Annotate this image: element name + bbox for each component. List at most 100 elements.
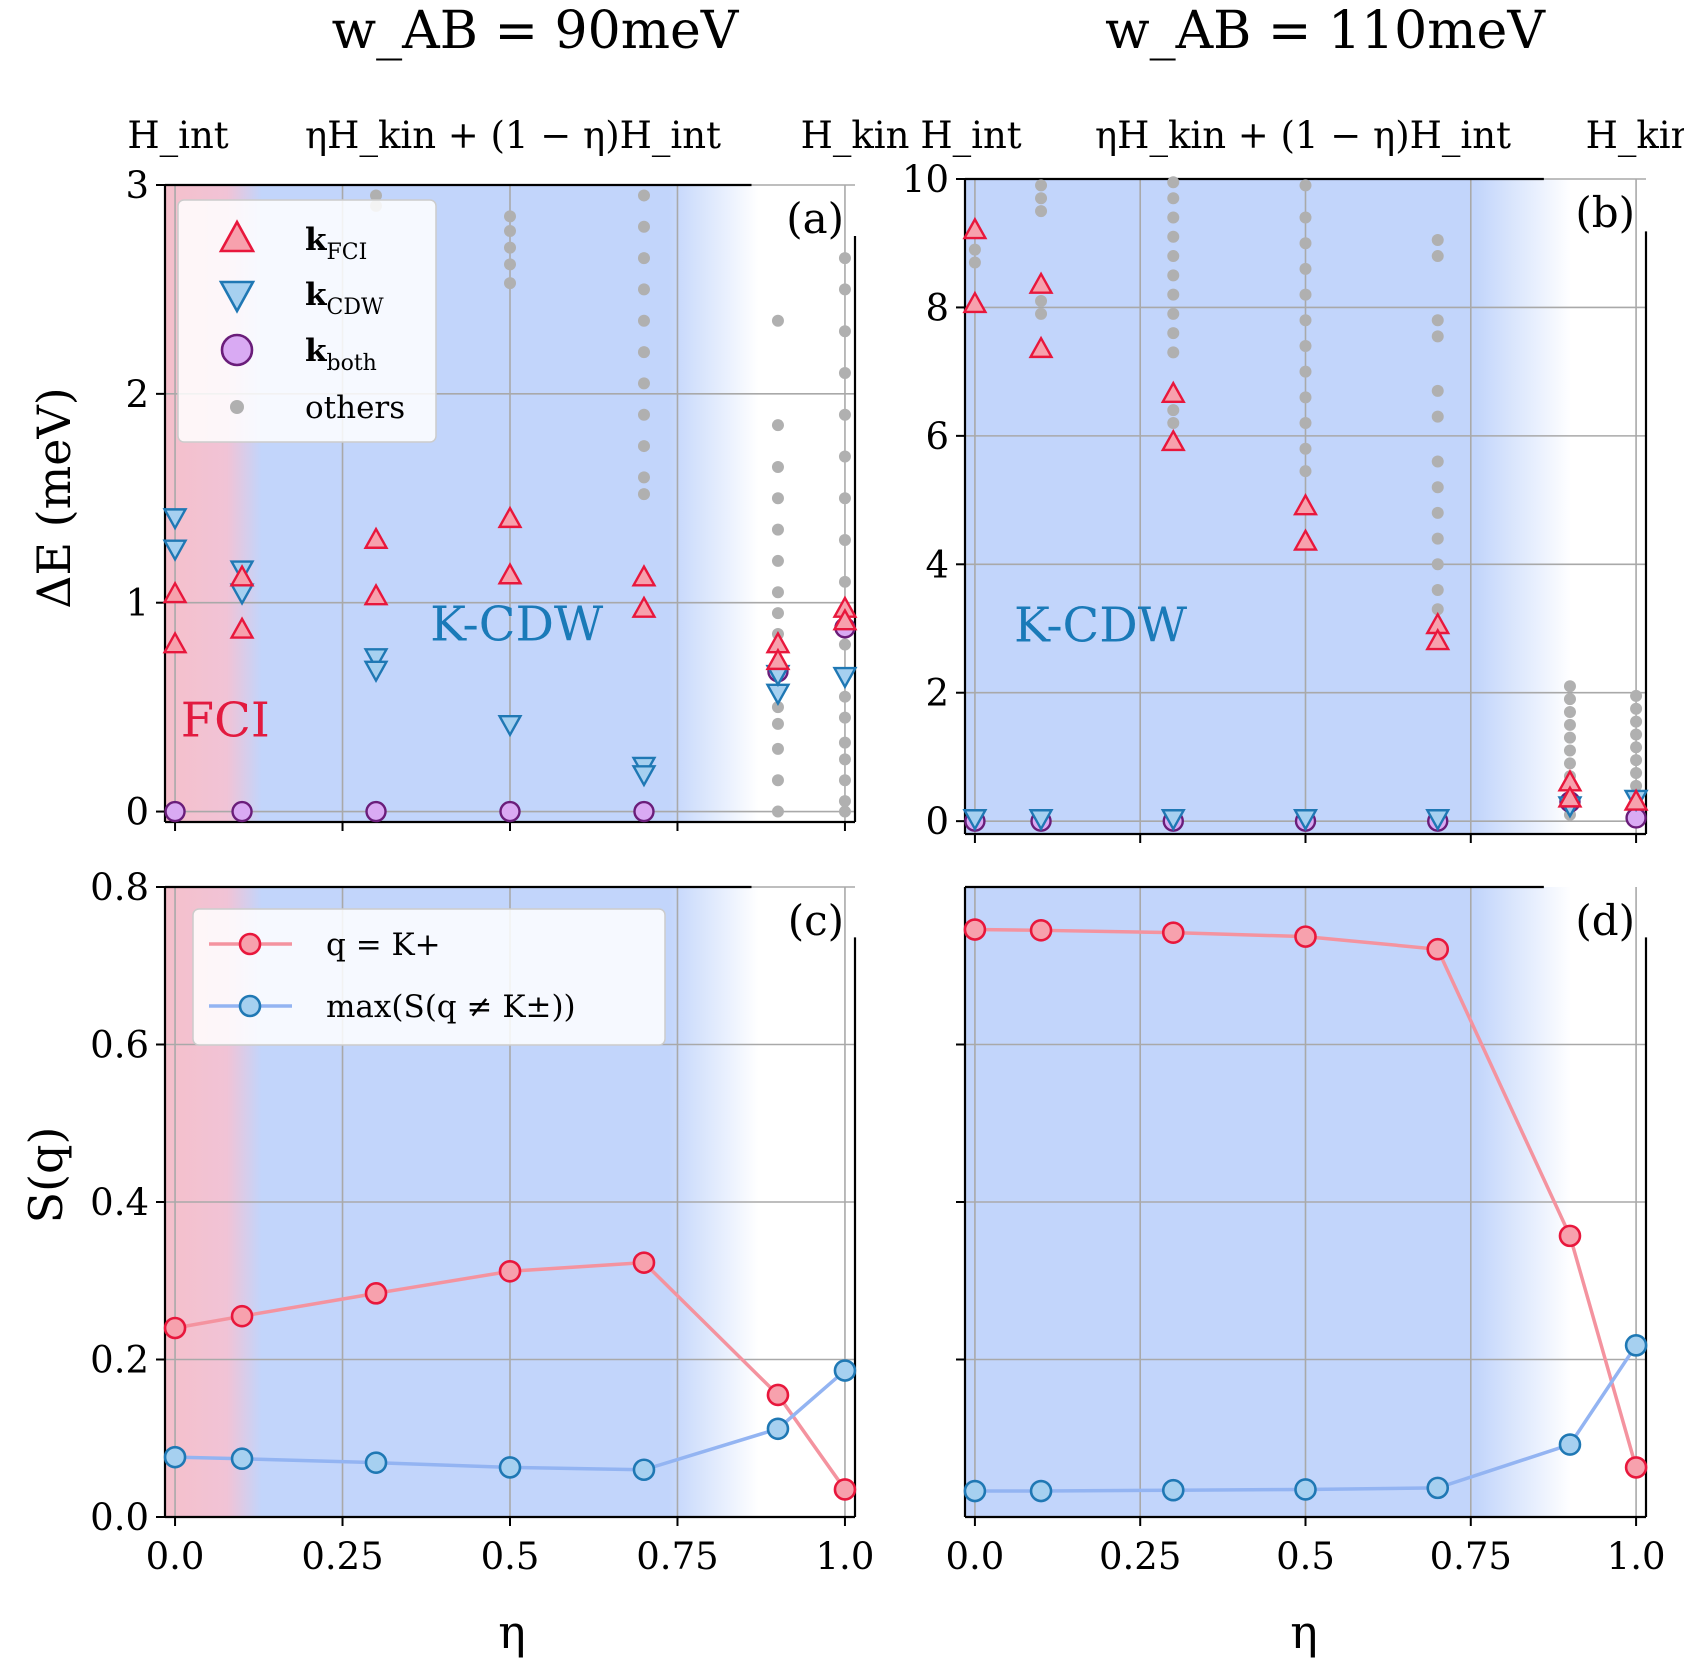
point-a-others-19 [771, 419, 784, 432]
point-b-others-44 [1563, 680, 1576, 693]
point-a-others-20 [771, 460, 784, 473]
point-a-k_FCI-0 [162, 580, 188, 604]
region-label-a-0: K-CDW [430, 596, 604, 652]
point-b-others-35 [1431, 384, 1444, 397]
point-a-k_CDW-8 [631, 765, 657, 788]
series-point-d-0-2 [1161, 921, 1185, 944]
point-b-others-42 [1431, 583, 1444, 596]
point-a-others-31 [771, 805, 784, 818]
point-a-k_FCI-2 [229, 564, 255, 587]
point-a-others-48 [838, 805, 851, 818]
point-b-others-33 [1431, 314, 1444, 327]
point-a-others-44 [838, 736, 851, 749]
point-a-others-7 [637, 189, 650, 202]
legend-box-a [177, 199, 437, 443]
point-b-others-28 [1299, 417, 1312, 430]
legend-marker-a-2 [220, 333, 254, 367]
point-b-others-16 [1167, 346, 1180, 359]
series-point-c-0-6 [833, 1478, 857, 1501]
point-a-k_FCI-6 [497, 505, 523, 529]
point-a-k_both-4 [633, 800, 655, 823]
point-b-k_FCI-0 [962, 216, 988, 240]
point-a-others-2 [504, 210, 516, 223]
panel-label-b: (b) [1575, 188, 1635, 237]
point-b-others-14 [1167, 307, 1180, 320]
point-a-k_CDW-1 [162, 539, 188, 562]
point-a-k_CDW-6 [497, 714, 523, 738]
ytick-label-b-5: 10 [902, 158, 949, 201]
point-a-others-8 [637, 220, 650, 233]
ylabel-structure-factor: S(q) [19, 1127, 73, 1224]
panel-d: 0.0 0.25 0.5 0.75 1.0 (d) [945, 885, 1666, 1578]
point-a-others-12 [637, 346, 650, 359]
point-b-others-43 [1431, 603, 1444, 616]
series-point-d-1-3 [1294, 1478, 1317, 1501]
xtick-label-d-2: 0.5 [1276, 1535, 1335, 1578]
point-b-others-4 [1035, 205, 1048, 218]
legend-c: q = K+ max(S(q ≠ K±)) [192, 908, 666, 1046]
point-a-others-10 [637, 283, 650, 296]
series-point-c-0-5 [766, 1383, 790, 1407]
series-point-d-1-1 [1029, 1479, 1053, 1503]
point-b-others-10 [1167, 230, 1180, 243]
legend-marker-a-1 [218, 280, 256, 314]
point-a-others-47 [838, 795, 851, 808]
point-b-others-57 [1630, 741, 1643, 754]
point-b-k_CDW-1 [1028, 809, 1054, 832]
point-a-k_CDW-11 [832, 666, 858, 690]
point-a-others-32 [838, 252, 851, 265]
point-b-k_CDW-0 [962, 809, 988, 832]
title-left: w_AB = 90meV [332, 1, 740, 61]
ytick-label-c-4: 0.8 [90, 866, 149, 909]
point-b-others-9 [1167, 211, 1180, 224]
xlabel-eta-left: η [498, 1605, 526, 1659]
legend-label-a-1: kCDW [305, 277, 384, 320]
point-a-k_FCI-4 [363, 526, 389, 549]
point-b-others-11 [1167, 250, 1180, 263]
xtick-label-c-1: 0.25 [301, 1535, 383, 1578]
point-b-others-12 [1167, 269, 1180, 282]
point-a-k_FCI-8 [631, 564, 657, 587]
point-a-others-9 [637, 252, 650, 265]
point-a-k_FCI-1 [162, 631, 188, 654]
point-b-others-6 [1035, 307, 1048, 320]
series-point-d-0-1 [1029, 919, 1053, 942]
point-a-others-25 [771, 607, 784, 620]
label-hkin-right: H_kin [1586, 114, 1684, 158]
legend-label-a-0: kFCI [305, 222, 367, 265]
series-point-c-1-0 [163, 1445, 187, 1469]
ytick-label-b-3: 6 [925, 415, 949, 458]
title-right: w_AB = 110meV [1105, 1, 1546, 61]
point-a-k_CDW-0 [162, 508, 188, 531]
point-b-k_FCI-2 [1028, 271, 1054, 294]
xtick-label-c-4: 1.0 [816, 1535, 875, 1578]
point-a-others-17 [637, 488, 650, 501]
point-a-k_both-3 [499, 800, 521, 823]
series-point-d-0-6 [1624, 1456, 1648, 1479]
panel-label-a: (a) [786, 194, 844, 243]
point-b-others-54 [1630, 702, 1643, 715]
point-a-others-6 [504, 277, 516, 290]
series-point-c-0-1 [230, 1304, 254, 1328]
point-a-others-43 [838, 711, 851, 724]
point-a-others-46 [838, 774, 851, 787]
legend-box-c [192, 908, 666, 1046]
point-b-others-47 [1563, 718, 1576, 731]
ytick-label-a-0: 0 [125, 791, 149, 834]
xlabel-eta-right: η [1290, 1605, 1318, 1659]
point-b-others-59 [1630, 766, 1643, 779]
series-point-c-1-4 [632, 1458, 656, 1482]
region-label-b-0: K-CDW [1014, 597, 1188, 653]
point-a-others-14 [637, 408, 650, 421]
point-a-others-35 [838, 366, 851, 379]
point-a-others-34 [838, 325, 851, 338]
point-a-others-0 [370, 189, 383, 202]
ytick-label-b-4: 8 [925, 286, 949, 329]
ytick-label-c-3: 0.6 [90, 1024, 149, 1067]
legend-marker-a-3 [230, 400, 244, 414]
point-a-others-5 [504, 258, 516, 271]
ytick-label-c-1: 0.2 [90, 1339, 149, 1382]
legend-marker-a-0 [218, 219, 256, 253]
ytick-label-c-0: 0.0 [90, 1496, 149, 1539]
